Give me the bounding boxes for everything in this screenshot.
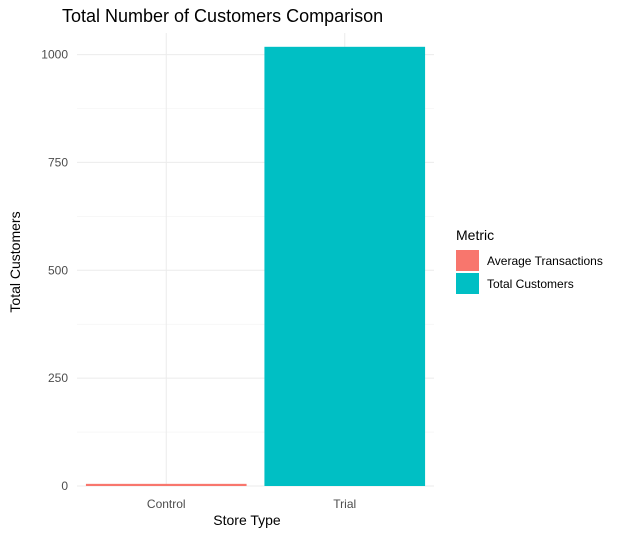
y-tick-label: 250 — [48, 371, 68, 385]
y-axis-title: Total Customers — [7, 211, 23, 312]
y-tick-label: 0 — [61, 479, 68, 493]
chart-title: Total Number of Customers Comparison — [62, 6, 383, 26]
y-tick-label: 750 — [48, 155, 68, 169]
x-tick-label: Control — [147, 497, 186, 511]
axis-layer: 0 250 500 750 1000 Control Trial — [41, 48, 356, 511]
legend-label: Total Customers — [487, 277, 574, 291]
bar-layer — [85, 46, 426, 486]
bar-trial — [264, 46, 426, 486]
legend-swatch — [456, 273, 479, 294]
legend-swatch — [456, 250, 479, 271]
legend: Metric Average Transactions Total Custome… — [456, 227, 603, 294]
legend-label: Average Transactions — [487, 254, 603, 268]
legend-items: Average Transactions Total Customers — [456, 250, 603, 294]
y-tick-label: 1000 — [41, 48, 68, 62]
bar-control — [85, 483, 247, 486]
y-tick-label: 500 — [48, 263, 68, 277]
legend-title: Metric — [456, 227, 494, 243]
x-axis-title: Store Type — [213, 512, 281, 528]
x-tick-label: Trial — [333, 497, 356, 511]
